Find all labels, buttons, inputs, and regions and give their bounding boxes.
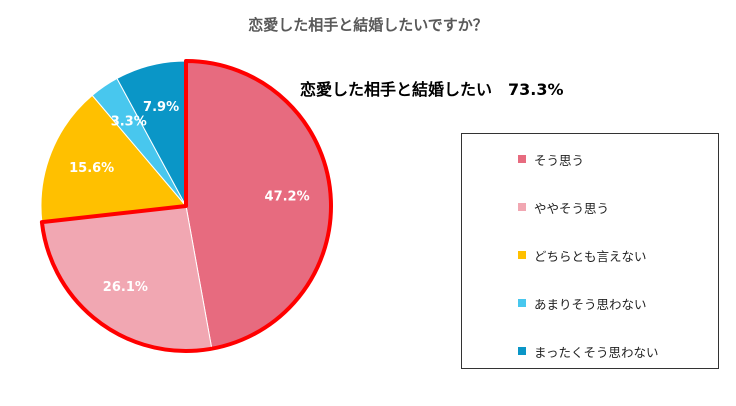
pie-slice-1 bbox=[185, 60, 332, 350]
legend-label: どちらとも言えない bbox=[534, 248, 647, 264]
data-label-3: 15.6% bbox=[69, 161, 114, 176]
legend-item-1: そう思う bbox=[518, 151, 585, 168]
data-label-4: 3.3% bbox=[111, 115, 147, 130]
legend: そう思うややそう思うどちらとも言えない あまりそう思わない まったくそう思わない bbox=[461, 133, 719, 369]
legend-label: あまりそう思わない bbox=[534, 296, 647, 312]
highlight-outline bbox=[39, 59, 333, 353]
combined-percentage-callout: 恋愛した相手と結婚したい 73.3% bbox=[300, 80, 564, 99]
legend-label: まったくそう思わない bbox=[534, 344, 659, 360]
chart-title: 恋愛した相手と結婚したいですか？ bbox=[248, 16, 488, 34]
legend-label: ややそう思う bbox=[534, 200, 610, 216]
pie-slices bbox=[40, 60, 332, 352]
data-label-5: 7.9% bbox=[143, 100, 179, 115]
pie-slice-2 bbox=[41, 205, 213, 352]
legend-swatch bbox=[518, 347, 526, 355]
legend-swatch bbox=[518, 299, 526, 307]
legend-swatch bbox=[518, 155, 526, 163]
pie-slice-3 bbox=[40, 94, 187, 223]
legend-item-4: あまりそう思わない bbox=[518, 295, 647, 312]
data-label-1: 47.2% bbox=[265, 189, 310, 204]
pie-data-labels: 47.2% 26.1% 15.6% 3.3%7.9% bbox=[69, 100, 310, 295]
legend-swatch bbox=[518, 203, 526, 211]
legend-item-3: どちらとも言えない bbox=[518, 247, 647, 264]
legend-item-2: ややそう思う bbox=[518, 199, 610, 216]
legend-label: そう思う bbox=[534, 152, 585, 168]
data-label-2: 26.1% bbox=[103, 280, 148, 295]
legend-item-5: まったくそう思わない bbox=[518, 343, 659, 360]
legend-swatch bbox=[518, 251, 526, 259]
